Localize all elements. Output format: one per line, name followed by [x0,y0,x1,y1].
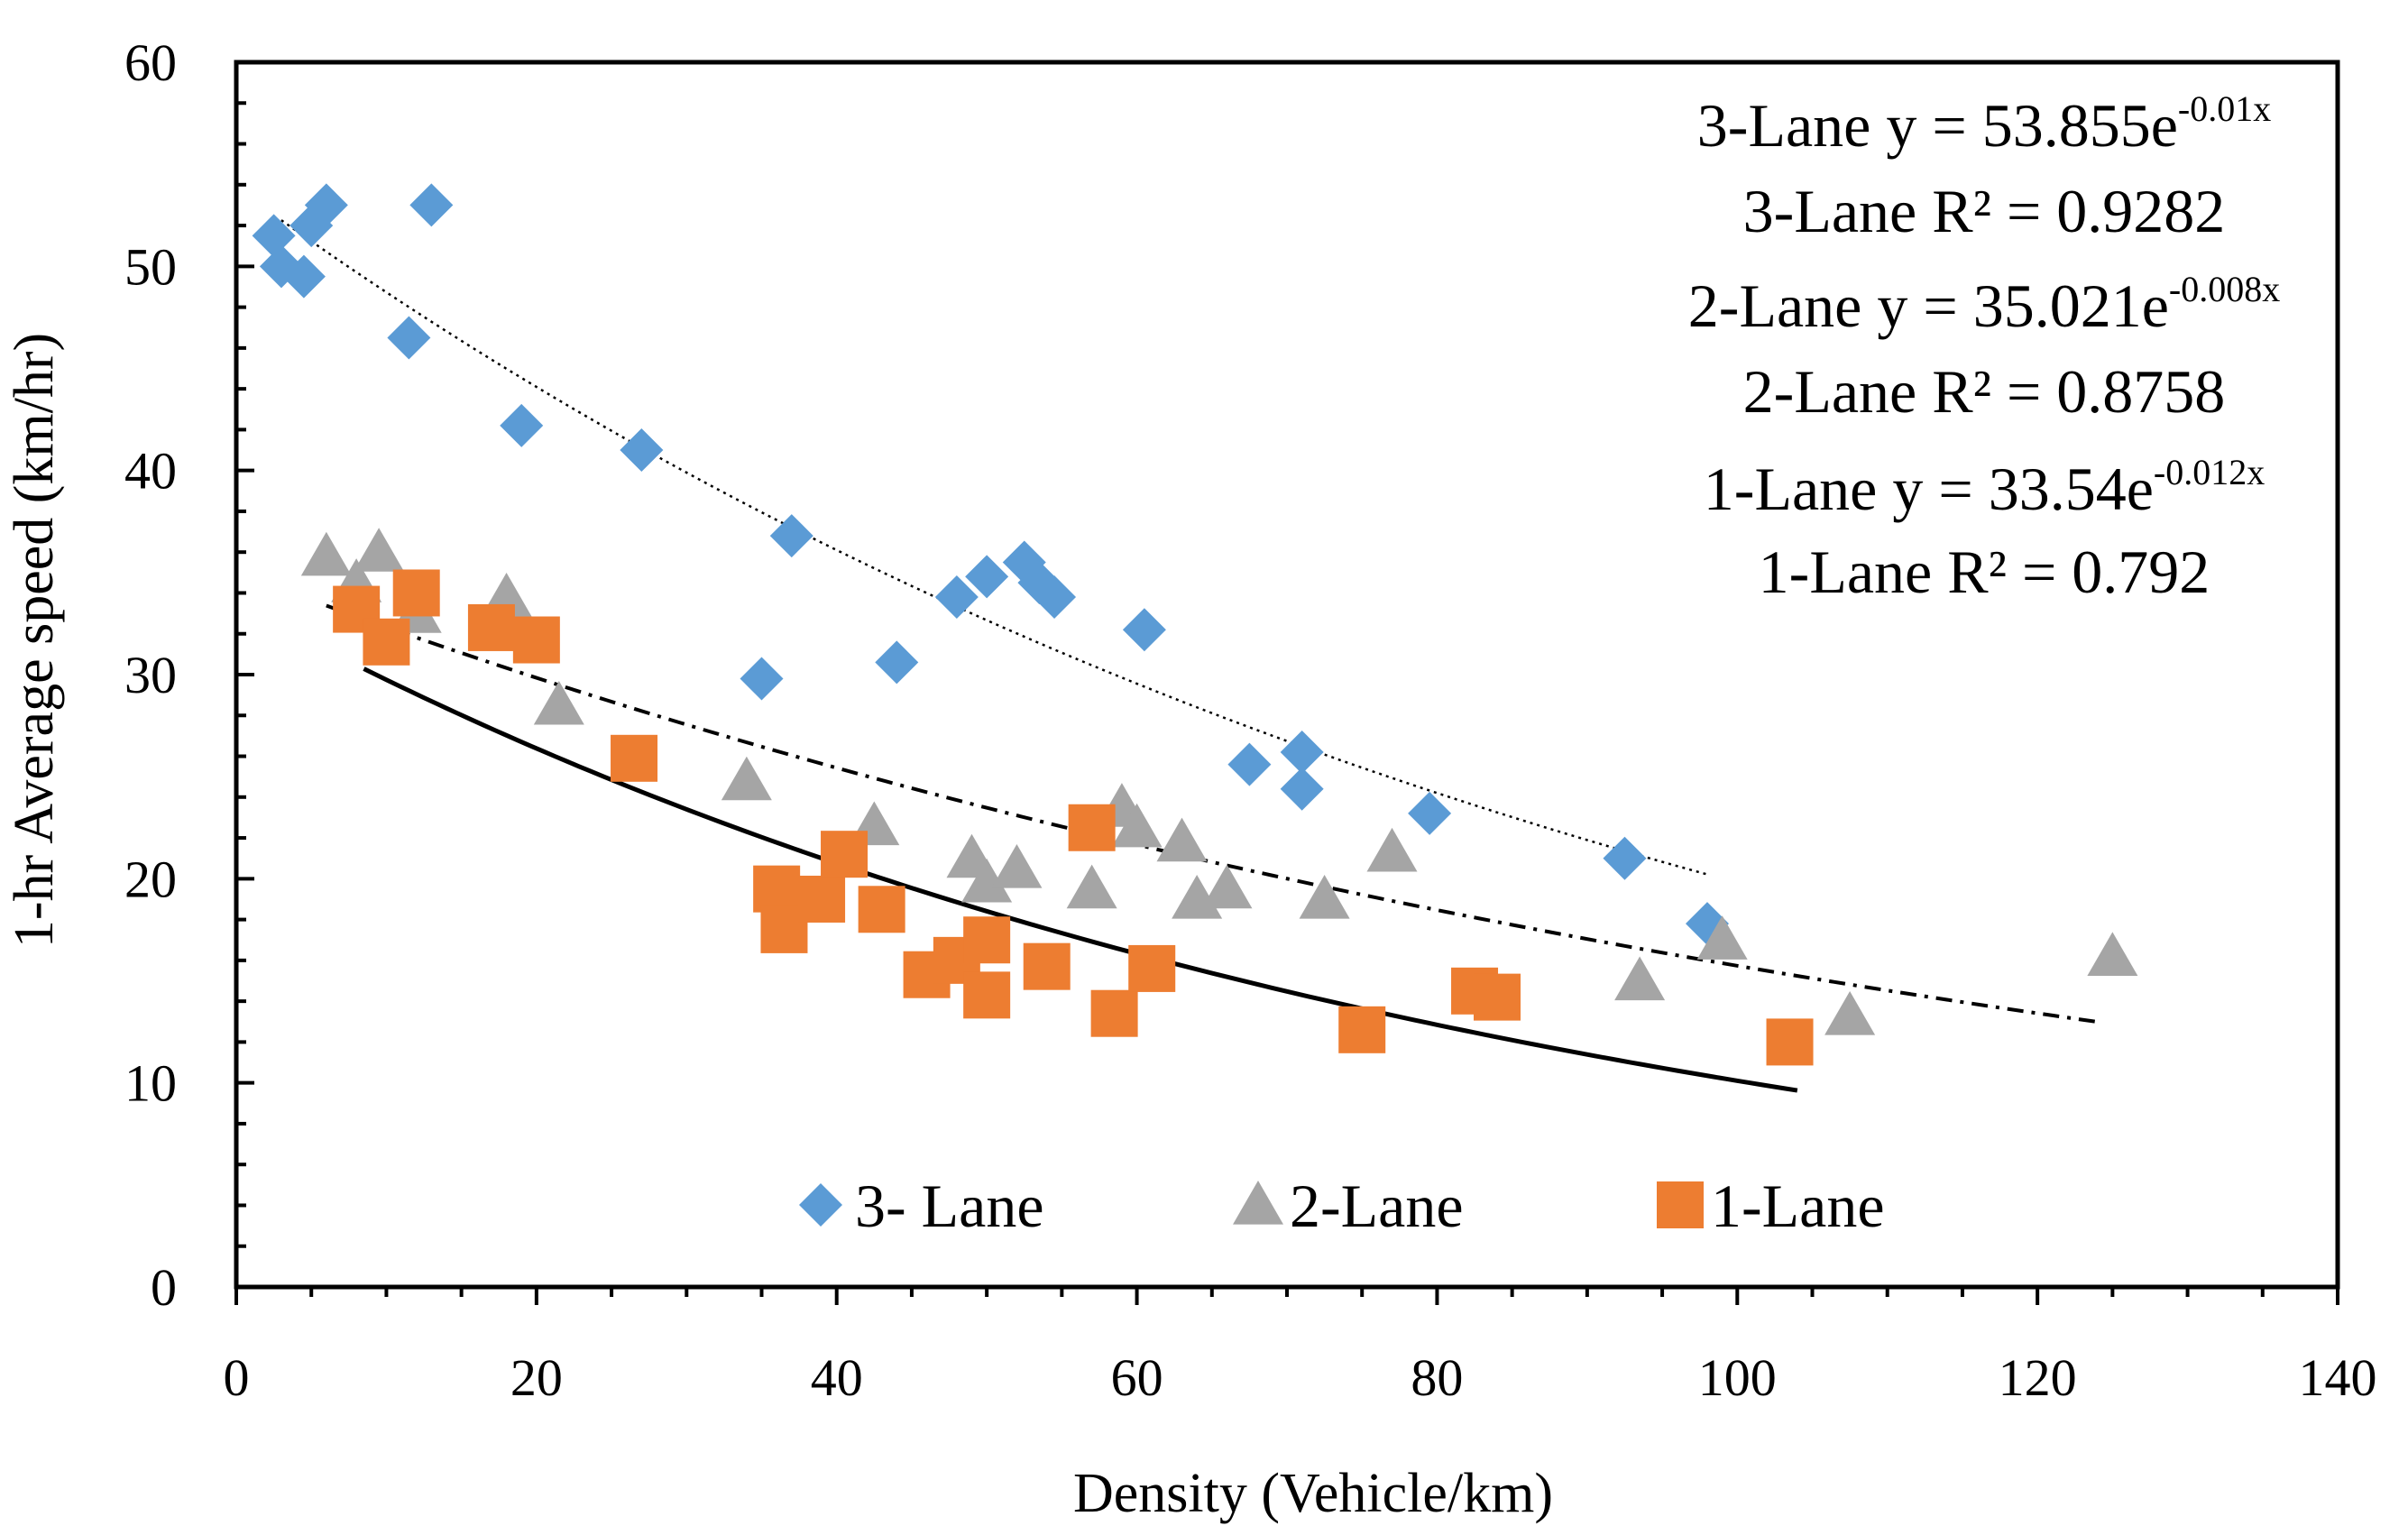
point-diamond [965,555,1009,599]
point-triangle [1066,864,1117,909]
legend: 3- Lane 2-Lane 1-Lane [799,1172,1885,1240]
x-tick-label: 120 [1999,1348,2077,1407]
point-triangle [2087,932,2138,976]
point-triangle [1824,990,1876,1035]
y-tick-label: 60 [124,33,177,92]
legend-item: 3- Lane [799,1172,1044,1240]
y-tick-label: 20 [124,850,177,908]
trendline-equation: 3-Lane y = 53.855e-0.01x [1697,88,2271,160]
point-diamond [934,574,979,619]
legend-marker-diamond [799,1183,842,1227]
series-diamond [252,183,1729,946]
point-square [963,971,1011,1019]
point-triangle [1614,956,1666,1001]
trendlines [280,219,2098,1093]
point-triangle [1201,864,1253,909]
point-diamond [1280,731,1324,775]
point-diamond [500,403,544,447]
trendline-solid [363,666,1798,1093]
point-square [798,875,846,923]
y-tick-label: 10 [124,1054,177,1113]
point-diamond [1280,767,1324,811]
point-square [363,618,410,666]
point-square [963,916,1011,964]
point-diamond [387,316,431,360]
trendline-equation: 2-Lane y = 35.021e-0.008x [1688,269,2280,340]
point-diamond [252,214,296,258]
point-diamond [740,657,784,701]
series-square [333,569,1814,1066]
x-tick-label: 0 [224,1348,250,1407]
trendline-equation: 3-Lane R² = 0.9282 [1743,177,2226,245]
point-triangle [1156,817,1208,862]
point-diamond [620,428,664,473]
point-triangle [1299,874,1350,919]
point-diamond [304,183,348,227]
point-square [1766,1018,1814,1066]
point-square [821,831,869,878]
point-square [1023,942,1071,990]
point-diamond [875,640,919,685]
point-diamond [1033,574,1077,619]
point-square [1338,1006,1386,1053]
legend-item: 1-Lane [1657,1172,1885,1240]
legend-marker-triangle [1233,1181,1283,1225]
point-triangle [991,844,1043,888]
x-tick-label: 80 [1411,1348,1463,1407]
point-triangle [721,756,772,801]
legend-label: 2-Lane [1290,1172,1464,1240]
point-diamond [769,514,813,558]
y-tick-label: 50 [124,237,177,296]
legend-item: 2-Lane [1233,1172,1464,1240]
x-tick-label: 100 [1698,1348,1777,1407]
y-axis-title: 1-hr Average speed (km/hr) [4,333,65,948]
legend-label: 1-Lane [1711,1172,1885,1240]
x-tick-label: 40 [811,1348,863,1407]
y-tick-label: 40 [124,442,177,501]
point-diamond [281,254,326,299]
point-square [1474,973,1521,1021]
point-triangle [533,680,584,725]
y-tick-label: 30 [124,646,177,704]
x-tick-label: 20 [510,1348,563,1407]
point-triangle [354,528,405,572]
data-points [252,183,2138,1066]
point-triangle [961,858,1013,903]
point-diamond [1227,742,1272,786]
axis-ticks: 0 20 40 60 80 100 120 140 0 10 20 30 40 50 60 [124,33,2377,1407]
point-square [611,734,658,782]
trendline-equation: 1-Lane y = 33.54e-0.012x [1704,452,2265,523]
trendline-equation: 1-Lane R² = 0.792 [1759,538,2210,606]
point-square [858,886,905,933]
trendline-dotted [280,219,1708,876]
y-tick-label: 0 [151,1258,177,1317]
point-diamond [1603,836,1647,880]
point-square [1128,944,1176,992]
point-square [1090,989,1138,1037]
x-tick-label: 140 [2299,1348,2377,1407]
point-triangle [300,531,352,576]
point-diamond [409,183,454,227]
point-square [467,603,515,651]
point-square [392,569,440,617]
x-tick-label: 60 [1111,1348,1163,1407]
point-square [753,865,801,913]
legend-marker-square [1657,1181,1704,1228]
point-diamond [1408,791,1452,835]
point-triangle [1366,827,1418,872]
x-axis-title: Density (Vehicle/km) [1073,1463,1553,1524]
trendline-equations: 3-Lane y = 53.855e-0.01x 3-Lane R² = 0.92… [1688,88,2280,606]
point-square [512,616,560,664]
point-diamond [1122,608,1166,652]
point-triangle [1111,803,1163,848]
point-square [1068,804,1116,851]
legend-label: 3- Lane [855,1172,1044,1240]
trendline-equation: 2-Lane R² = 0.8758 [1743,357,2226,426]
point-triangle [1696,915,1748,960]
trendline-dash-dot [326,603,2098,1025]
